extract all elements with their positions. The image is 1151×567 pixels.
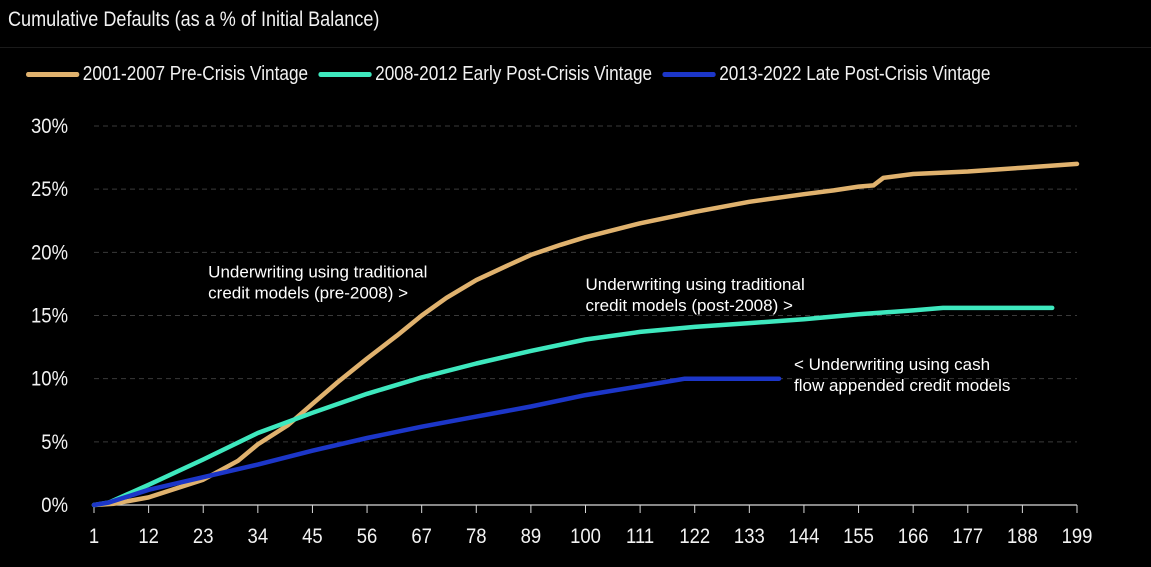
annotation-2: < Underwriting using cash flow appended c… <box>794 355 1010 395</box>
x-tick-label: 199 <box>1062 525 1093 548</box>
title-divider <box>0 47 1151 48</box>
x-tick-label: 23 <box>193 525 214 548</box>
x-tick-label: 133 <box>734 525 765 548</box>
x-tick-label: 188 <box>1007 525 1038 548</box>
x-tick-label: 100 <box>570 525 601 548</box>
x-axis-ticks: 1 12 23 34 45 56 67 78 89 100 111 122 133 144 155 166 17… <box>89 505 1093 548</box>
x-tick-label: 34 <box>248 525 269 548</box>
x-tick-label: 78 <box>466 525 487 548</box>
x-tick-label: 122 <box>679 525 710 548</box>
chart-title: Cumulative Defaults (as a % of Initial B… <box>8 8 380 31</box>
legend-item-early-post-crisis: 2008-2012 Early Post-Crisis Vintage <box>318 63 652 86</box>
x-tick-label: 111 <box>626 525 654 548</box>
annotation-line: credit models (post-2008) > <box>586 296 793 315</box>
annotation-line: flow appended credit models <box>794 376 1010 395</box>
legend-item-pre-crisis: 2001-2007 Pre-Crisis Vintage <box>26 63 308 86</box>
legend-label: 2013-2022 Late Post-Crisis Vintage <box>719 62 991 85</box>
annotation-line: credit models (pre-2008) > <box>208 284 408 303</box>
annotation-line: Underwriting using traditional <box>208 263 427 282</box>
annotation-line: Underwriting using traditional <box>586 275 805 294</box>
annotation-0: Underwriting using traditional credit mod… <box>208 263 427 303</box>
legend-label: 2001-2007 Pre-Crisis Vintage <box>82 62 309 85</box>
series-lines <box>91 161 1080 508</box>
legend-swatch <box>26 71 80 77</box>
y-tick-label: 15% <box>31 304 68 327</box>
x-tick-label: 45 <box>302 525 323 548</box>
annotations: Underwriting using traditional credit mod… <box>208 263 1010 395</box>
series-line-0 <box>91 161 1080 508</box>
legend-item-late-post-crisis: 2013-2022 Late Post-Crisis Vintage <box>662 63 990 86</box>
y-tick-label: 10% <box>31 368 68 391</box>
y-tick-label: 20% <box>31 241 68 264</box>
x-tick-label: 144 <box>789 525 820 548</box>
x-tick-label: 177 <box>952 525 983 548</box>
series-line-2 <box>91 376 782 508</box>
annotation-1: Underwriting using traditional credit mod… <box>586 275 805 315</box>
x-tick-label: 89 <box>521 525 542 548</box>
legend-label: 2008-2012 Early Post-Crisis Vintage <box>375 62 653 85</box>
annotation-line: < Underwriting using cash <box>794 355 990 374</box>
x-tick-label: 67 <box>411 525 432 548</box>
series-line-1 <box>91 305 1055 508</box>
legend-swatch <box>318 71 372 77</box>
legend: 2001-2007 Pre-Crisis Vintage 2008-2012 E… <box>26 61 1001 87</box>
x-tick-label: 1 <box>89 525 99 548</box>
x-tick-label: 56 <box>357 525 378 548</box>
y-tick-label: 0% <box>41 494 68 517</box>
legend-swatch <box>662 71 716 77</box>
y-axis-ticks: 0% 5% 10% 15% 20% 25% 30% <box>31 115 68 517</box>
y-tick-label: 25% <box>31 178 68 201</box>
gridlines <box>94 125 1077 506</box>
x-tick-label: 12 <box>138 525 159 548</box>
y-tick-label: 5% <box>41 431 68 454</box>
x-tick-label: 155 <box>843 525 874 548</box>
y-tick-label: 30% <box>31 115 68 138</box>
x-tick-label: 166 <box>898 525 929 548</box>
